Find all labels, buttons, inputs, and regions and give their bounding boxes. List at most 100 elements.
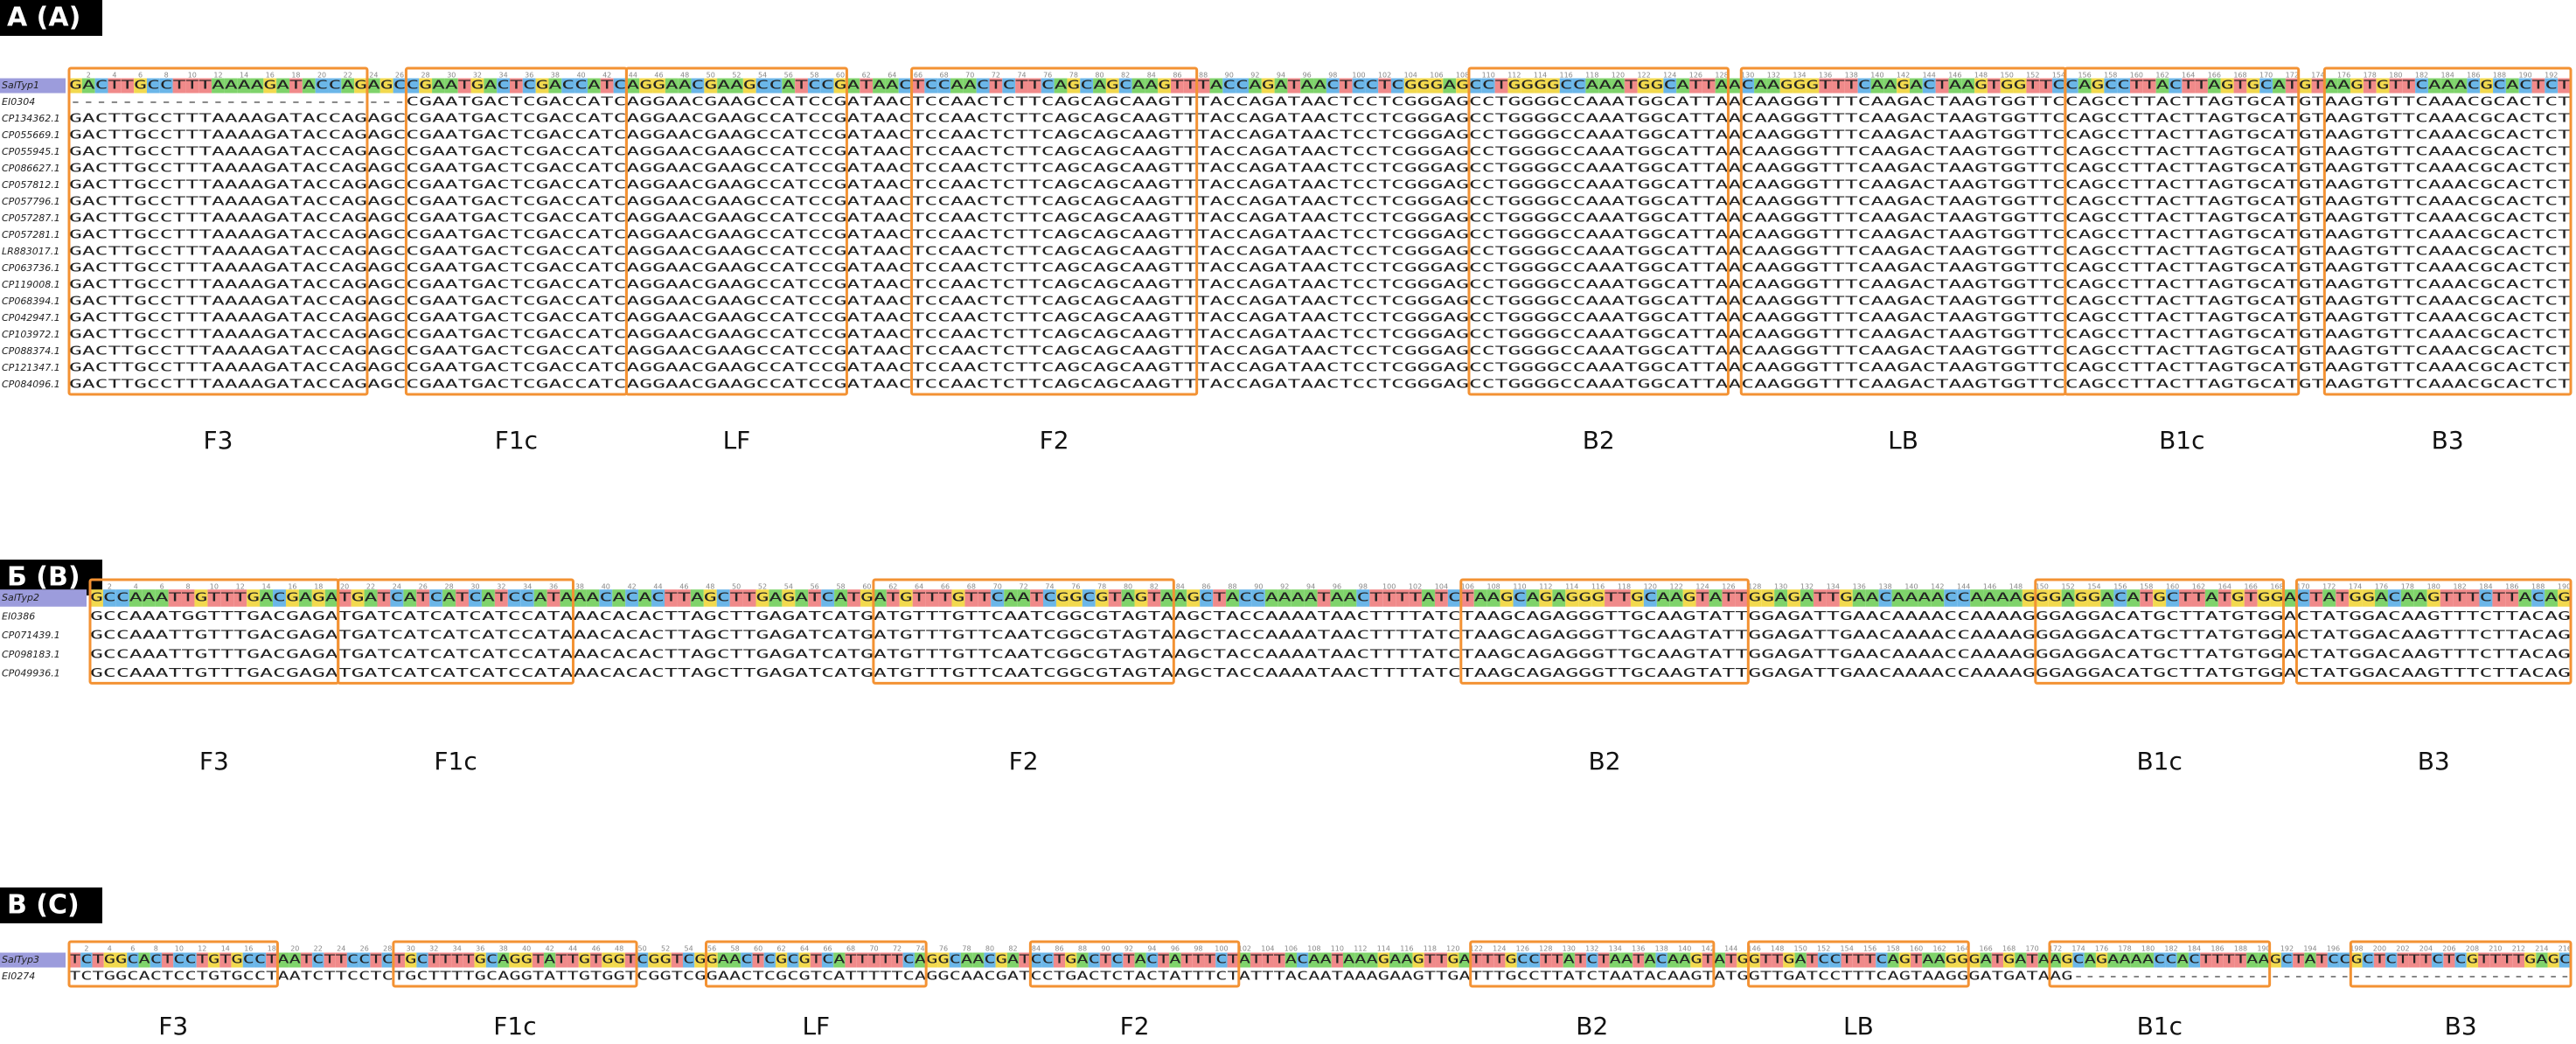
base-highlight xyxy=(2244,589,2258,607)
base-highlight xyxy=(207,589,221,607)
base-highlight xyxy=(1922,952,1934,968)
position-number: 128 xyxy=(1539,945,1552,953)
position-number: 78 xyxy=(962,945,971,953)
position-number: 206 xyxy=(2442,945,2455,953)
sequence: GCCAAATGGTTTGACGAGATGATCATCATCATCCATAAAC… xyxy=(90,610,2571,623)
base-highlight xyxy=(2501,952,2513,968)
position-number: 130 xyxy=(1563,945,1576,953)
position-number: 194 xyxy=(2303,945,2316,953)
position-number: 134 xyxy=(1827,583,1840,591)
base-highlight xyxy=(856,952,868,968)
position-number: 30 xyxy=(470,583,479,591)
base-highlight xyxy=(782,589,796,607)
base-highlight xyxy=(509,952,521,968)
base-highlight xyxy=(1970,589,1984,607)
region-label: B3 xyxy=(2418,747,2450,776)
position-number: 102 xyxy=(1238,945,1251,953)
base-highlight xyxy=(1183,78,1197,94)
base-highlight xyxy=(1054,78,1068,94)
sequence: --------------------------CGAATGACTCGACC… xyxy=(69,96,2571,109)
base-highlight xyxy=(1772,952,1784,968)
base-highlight xyxy=(289,952,301,968)
region-label: F1c xyxy=(493,1012,536,1041)
position-number: 20 xyxy=(340,583,349,591)
position-number: 58 xyxy=(731,945,740,953)
position-number: 16 xyxy=(244,945,253,953)
position-number: 178 xyxy=(2364,72,2377,80)
base-highlight xyxy=(1422,589,1435,607)
base-highlight xyxy=(1957,589,1971,607)
base-highlight xyxy=(1987,78,2001,94)
base-highlight xyxy=(522,78,536,94)
sequence: GACTTGCCTTTAAAAGATACCAGAGCCGAATGACTCGACC… xyxy=(69,312,2571,325)
position-number: 50 xyxy=(707,72,715,80)
position-number: 116 xyxy=(1591,583,1605,591)
position-number: 84 xyxy=(1176,583,1185,591)
position-number: 204 xyxy=(2419,945,2433,953)
position-number: 188 xyxy=(2531,583,2545,591)
base-highlight xyxy=(1095,589,1109,607)
position-number: 100 xyxy=(1352,72,1365,80)
position-number: 96 xyxy=(1171,945,1180,953)
base-highlight xyxy=(2009,589,2023,607)
base-highlight xyxy=(507,589,521,607)
base-highlight xyxy=(1605,589,1618,607)
base-highlight xyxy=(769,78,783,94)
position-number: 180 xyxy=(2389,72,2402,80)
position-number: 94 xyxy=(1147,945,1156,953)
base-highlight xyxy=(324,589,338,607)
region-box xyxy=(1469,940,1716,988)
base-highlight xyxy=(2153,589,2167,607)
base-highlight xyxy=(1968,952,1981,968)
base-highlight xyxy=(1565,589,1579,607)
base-highlight xyxy=(567,952,579,968)
position-number: 186 xyxy=(2505,583,2518,591)
position-number: 120 xyxy=(1644,583,1657,591)
base-highlight xyxy=(938,589,952,607)
position-number: 74 xyxy=(1017,72,1026,80)
base-highlight xyxy=(574,78,588,94)
base-highlight xyxy=(2117,78,2130,94)
base-highlight xyxy=(926,952,938,968)
position-number: 16 xyxy=(288,583,296,591)
base-highlight xyxy=(1563,952,1575,968)
base-highlight xyxy=(2426,589,2440,607)
base-highlight xyxy=(289,78,303,94)
base-highlight xyxy=(1273,952,1285,968)
region-box xyxy=(2034,578,2286,685)
base-highlight xyxy=(2376,78,2390,94)
position-number: 108 xyxy=(1456,72,1469,80)
base-highlight xyxy=(548,78,562,94)
base-highlight xyxy=(555,952,567,968)
position-number: 208 xyxy=(2466,945,2479,953)
base-highlight xyxy=(1878,589,1892,607)
position-number: 64 xyxy=(888,72,896,80)
base-highlight xyxy=(2387,589,2401,607)
position-number: 182 xyxy=(2415,72,2428,80)
base-highlight xyxy=(1213,589,1227,607)
position-number: 84 xyxy=(1147,72,1156,80)
base-highlight xyxy=(532,952,545,968)
panel-header: В (C) xyxy=(7,890,80,921)
position-number: 40 xyxy=(522,945,531,953)
position-number: 174 xyxy=(2349,583,2362,591)
base-highlight xyxy=(273,589,286,607)
position-number: 74 xyxy=(916,945,924,953)
base-highlight xyxy=(1285,952,1298,968)
sequence-name: SalTyp3 xyxy=(2,954,39,965)
position-number: 136 xyxy=(1632,945,1645,953)
base-highlight xyxy=(1980,952,1992,968)
position-number: 12 xyxy=(236,583,245,591)
base-highlight xyxy=(1134,589,1148,607)
position-number: 18 xyxy=(314,583,323,591)
position-number: 84 xyxy=(1032,945,1041,953)
base-highlight xyxy=(1806,952,1819,968)
base-highlight xyxy=(951,589,965,607)
region-box xyxy=(872,578,1175,685)
position-number: 8 xyxy=(154,945,158,953)
position-number: 26 xyxy=(360,945,369,953)
position-number: 110 xyxy=(1482,72,1495,80)
position-number: 132 xyxy=(1767,72,1780,80)
position-number: 54 xyxy=(685,945,693,953)
position-number: 152 xyxy=(2026,72,2039,80)
